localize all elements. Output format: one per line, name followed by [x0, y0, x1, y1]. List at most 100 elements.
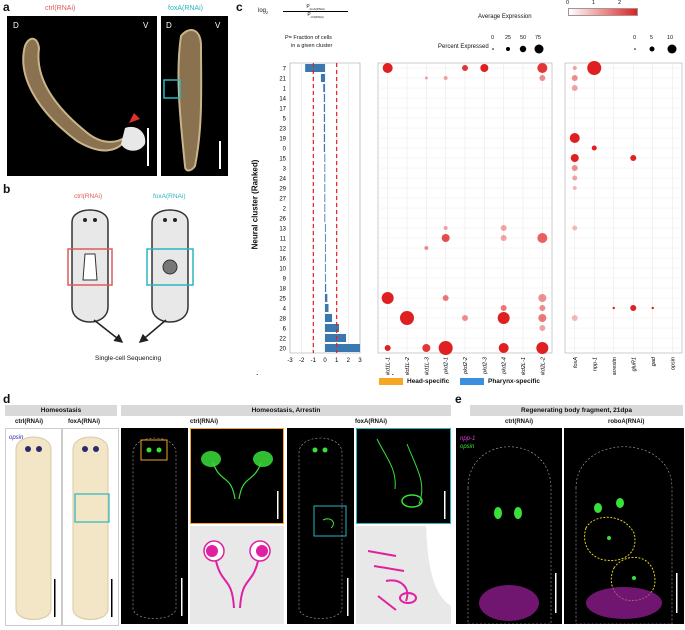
legend-head-label: Head-specific: [407, 378, 450, 385]
e-ctrl-image: npp-1 opsin: [456, 428, 562, 625]
dot2-gene-label: gluR1: [631, 357, 637, 371]
cluster-label: 3: [283, 167, 287, 173]
bar: [325, 274, 326, 282]
formula-den-sub: ctrl(RNAi): [310, 15, 324, 19]
panel-a-ctrl-title: ctrl(RNAi): [45, 5, 75, 12]
dot1-point: [443, 226, 448, 230]
panel-a-foxa-title: foxA(RNAi): [168, 5, 203, 12]
formula: log2: [258, 8, 378, 15]
ventral-label-2: V: [215, 21, 221, 30]
dot2-gene-label: foxA: [573, 357, 579, 368]
pct-label: Percent Expressed: [438, 44, 489, 50]
npp1-label: npp-1: [460, 436, 475, 442]
dot1-point: [539, 75, 546, 81]
dot2-point: [571, 85, 578, 91]
x-tick-label: 3: [358, 358, 362, 364]
d-arrestin-ctrl: [121, 428, 188, 624]
dot1-point: [424, 76, 428, 80]
formula-fraction: PfoxA(RNAi) Pctrl(RNAi): [283, 4, 348, 19]
arrestin-foxa-zoom-svg: [376, 438, 446, 519]
pct-legend-2-svg: [634, 44, 677, 54]
dot2-point: [651, 306, 654, 310]
cluster-label: 15: [279, 157, 286, 163]
cluster-label: 25: [279, 297, 286, 303]
dot1-point: [384, 345, 391, 351]
cluster-label: 7: [283, 67, 287, 73]
dot2-gene-label: gad: [651, 356, 657, 366]
dot1-point: [400, 311, 414, 325]
b-caption: Single-cell Sequencing: [95, 355, 162, 362]
e-opsin-label: opsin: [460, 444, 475, 450]
avg-tick-1: 1: [592, 0, 596, 6]
dot1-point: [539, 305, 546, 311]
dot1-point: [424, 246, 429, 250]
cluster-label: 0: [283, 147, 287, 153]
pct1-t0: 0: [491, 35, 495, 41]
dot2-point: [570, 154, 579, 162]
d-foxa2-label: foxA(RNAi): [355, 419, 387, 425]
bar: [325, 284, 327, 292]
dot1-point: [500, 225, 507, 231]
arrestin-foxa-svg: [298, 437, 349, 619]
dot1-point: [497, 312, 510, 324]
cluster-label: 18: [279, 287, 286, 293]
dot2-point: [630, 155, 637, 161]
legend-pharynx-label: Pharynx-specific: [488, 378, 541, 385]
e-roboa-svg: [575, 446, 678, 625]
bar: [323, 104, 325, 112]
x-tick-label: 2: [347, 358, 351, 364]
d-arrestin-foxa: [287, 428, 354, 624]
bar: [323, 94, 325, 102]
foxa-worm-image: D V: [161, 16, 228, 176]
b-foxa-label: foxA(RNAi): [153, 193, 186, 200]
bar-plot-frame: [289, 62, 361, 354]
bar: [323, 144, 325, 152]
dot1-point: [381, 292, 394, 304]
arrestin-ctrl-svg: [132, 437, 183, 619]
brightfield-foxa-svg: [72, 436, 113, 620]
bar: [324, 174, 326, 182]
formula-den: P: [307, 12, 311, 18]
bar: [320, 74, 325, 82]
cluster-label: 4: [283, 307, 287, 313]
panel-c-label: c: [236, 0, 243, 14]
e-ctrl-label: ctrl(RNAi): [505, 419, 533, 425]
foxa-worm-illustration: D V: [163, 21, 221, 172]
bar: [325, 254, 326, 262]
e-roboa-image: [564, 428, 684, 625]
legend-head-swatch: [379, 378, 403, 385]
dot1-point: [537, 233, 548, 243]
d-arrestin-foxa-zoom: [356, 428, 451, 524]
b-ctrl-label: ctrl(RNAi): [74, 193, 103, 200]
pct-legend-2: [630, 33, 685, 58]
main-chart-svg: 7211141752319015324292722613111216109182…: [256, 61, 683, 375]
pct-legend-1-svg: [492, 44, 544, 54]
dot2-point: [572, 186, 577, 190]
dot2-point: [571, 165, 578, 171]
ctrl-label: ctrl(RNAi): [45, 5, 76, 12]
dot1-point: [441, 234, 450, 242]
avg-tick-2: 2: [618, 0, 622, 6]
cluster-label: 20: [279, 347, 286, 353]
dot1-point: [539, 325, 546, 331]
cluster-label: 26: [279, 217, 286, 223]
avg-expr-gradient: [568, 8, 638, 16]
cluster-label: 17: [279, 107, 286, 113]
cluster-label: 21: [279, 77, 286, 83]
dot1-point: [500, 305, 507, 311]
dot1-gene-label: pkd1L-2: [405, 357, 411, 375]
bar: [324, 154, 326, 162]
d-ctrl-schematic: [190, 526, 284, 624]
bar: [325, 334, 346, 342]
bar: [305, 64, 325, 72]
x-tick-label: -1: [311, 358, 317, 364]
cluster-label: 22: [279, 337, 286, 343]
dot1-point: [443, 76, 448, 80]
cluster-label: 24: [279, 177, 286, 183]
cluster-label: 13: [279, 227, 286, 233]
dot1-point: [382, 63, 393, 73]
bar: [324, 194, 326, 202]
dot1-gene-label: pkd2L-1: [521, 357, 527, 375]
pct1-t3: 75: [535, 35, 542, 41]
dot2-gene-label: npp-1: [592, 357, 598, 371]
